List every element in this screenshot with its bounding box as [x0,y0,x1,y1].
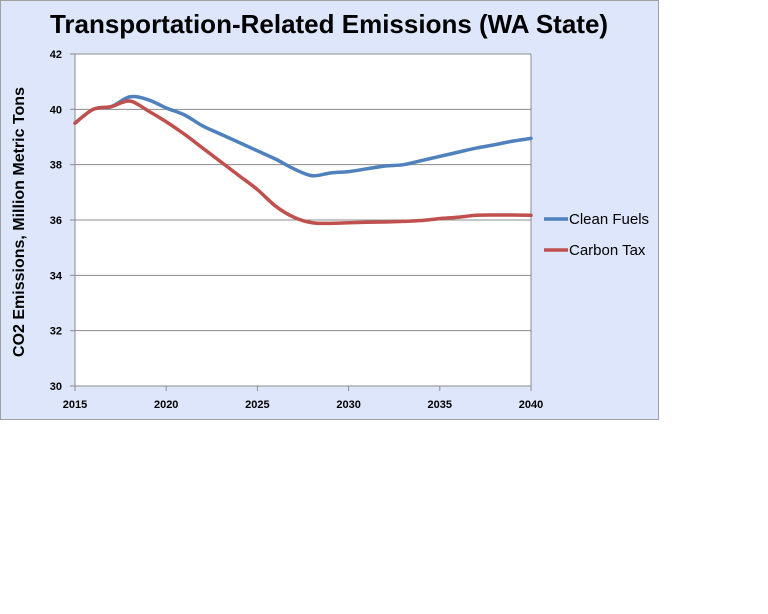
x-tick-label: 2020 [154,399,178,411]
x-tick-label: 2025 [245,399,269,411]
series-lines [73,94,533,226]
legend: Clean Fuels Carbon Tax [544,211,649,259]
y-tick-label: 40 [50,104,62,116]
y-axis-label: CO2 Emissions, Million Metric Tons [11,87,28,357]
x-tick-label: 2035 [428,399,452,411]
tick-labels: 30 32 34 36 38 40 42 2015 2020 2025 2030 2035 2040 [50,49,543,411]
legend-label: Carbon Tax [569,242,646,259]
legend-label: Clean Fuels [569,211,649,228]
y-tick-label: 38 [50,160,62,172]
x-tick-label: 2040 [519,399,543,411]
series-line-carbon-tax [73,99,533,226]
emissions-line-chart: Transportation-Related Emissions (WA Sta… [11,9,649,411]
chart-area: Transportation-Related Emissions (WA Sta… [0,0,659,420]
chart-title: Transportation-Related Emissions (WA Sta… [50,9,608,39]
y-tick-label: 36 [50,215,62,227]
x-tick-label: 2015 [63,399,87,411]
y-tick-label: 34 [50,270,63,282]
x-tick-label: 2030 [336,399,360,411]
y-tick-label: 32 [50,326,62,338]
y-tick-label: 42 [50,49,62,61]
axes [70,53,532,391]
y-tick-label: 30 [50,381,62,393]
series-line-clean-fuels [73,94,533,178]
